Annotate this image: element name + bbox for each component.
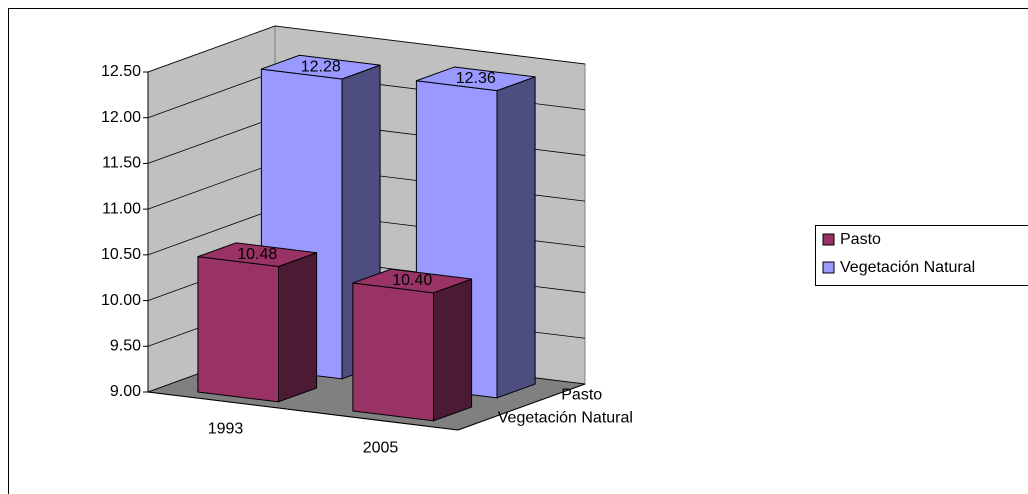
y-tick-label: 9.00 bbox=[110, 383, 141, 400]
bar bbox=[197, 242, 318, 403]
legend-swatch bbox=[822, 261, 835, 274]
bar-front bbox=[197, 256, 279, 403]
data-label: 10.40 bbox=[392, 272, 432, 289]
y-tick-label: 12.00 bbox=[101, 109, 141, 126]
bar-side bbox=[433, 278, 473, 422]
depth-label: Vegetación Natural bbox=[498, 410, 633, 427]
bar-front bbox=[352, 282, 434, 422]
bar-top bbox=[416, 66, 536, 92]
x-tick-label: 1993 bbox=[208, 421, 244, 438]
x-tick-label: 2005 bbox=[363, 440, 399, 457]
data-label: 12.36 bbox=[456, 70, 496, 87]
y-tick-label: 9.50 bbox=[110, 338, 141, 355]
y-tick-label: 12.50 bbox=[101, 63, 141, 80]
bar-top bbox=[197, 242, 317, 268]
legend-box bbox=[815, 225, 1028, 286]
y-tick-label: 10.50 bbox=[101, 246, 141, 263]
legend-swatch bbox=[822, 233, 835, 246]
legend: Pasto Vegetación Natural bbox=[815, 225, 1028, 286]
data-label: 10.48 bbox=[237, 246, 277, 263]
bar-side bbox=[496, 76, 536, 399]
bar-top bbox=[352, 268, 472, 294]
grid-line bbox=[147, 25, 586, 73]
bar bbox=[352, 268, 473, 422]
bar-side bbox=[278, 252, 318, 403]
y-tick-label: 11.50 bbox=[102, 155, 141, 172]
legend-label: Vegetación Natural bbox=[840, 259, 975, 276]
y-tick-label: 10.00 bbox=[101, 292, 141, 309]
bar-top bbox=[261, 54, 381, 80]
x-axis bbox=[147, 391, 459, 431]
y-tick-label: 11.00 bbox=[102, 200, 141, 217]
depth-label: Pasto bbox=[561, 387, 602, 404]
data-label: 12.28 bbox=[301, 58, 341, 75]
depth-axis bbox=[457, 383, 586, 431]
legend-label: Pasto bbox=[840, 231, 881, 248]
